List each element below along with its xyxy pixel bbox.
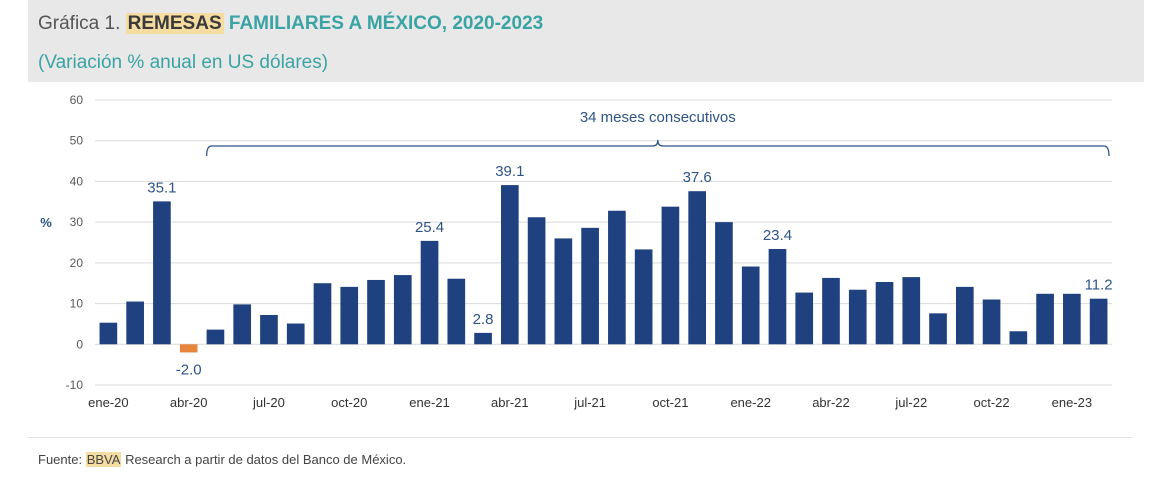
- x-tick-label: jul-20: [252, 395, 285, 410]
- bar: [233, 304, 252, 345]
- x-tick-label: ene-21: [409, 395, 449, 410]
- bar: [634, 249, 653, 345]
- bar: [902, 277, 921, 345]
- source-note: Fuente: BBVA Research a partir de datos …: [38, 452, 406, 467]
- x-tick-label: abr-22: [812, 395, 850, 410]
- footer-divider: [28, 437, 1132, 438]
- x-tick-label: oct-20: [331, 395, 367, 410]
- y-tick-label: 50: [70, 134, 84, 148]
- bar-chart: -10 0 10 20 30 40 50 60% ene-20 abr-20 jul-20 oct-2…: [40, 93, 1113, 410]
- source-highlight: BBVA: [85, 452, 122, 467]
- chart-subtitle: (Variación % anual en US dólares): [38, 52, 329, 73]
- bar: [393, 275, 412, 345]
- y-tick-label: 10: [70, 297, 84, 311]
- bar: [1009, 331, 1028, 345]
- bar: [153, 201, 171, 345]
- data-label: 11.2: [1085, 277, 1113, 294]
- bar: [741, 266, 760, 345]
- y-tick-label: 40: [70, 174, 84, 188]
- bar: [982, 299, 1001, 345]
- bar: [206, 329, 225, 345]
- bar: [795, 292, 814, 345]
- bar: [955, 286, 974, 345]
- y-tick-label: 0: [76, 337, 83, 351]
- bar: [1063, 293, 1081, 345]
- bar: [822, 277, 840, 345]
- bar: [179, 344, 198, 353]
- bar: [313, 283, 332, 345]
- chart-title: Gráfica 1. REMESAS FAMILIARES A MÉXICO, …: [38, 13, 543, 35]
- bar: [688, 191, 707, 345]
- y-tick-label: 20: [70, 256, 84, 270]
- bar: [527, 217, 546, 345]
- data-label: 35.1: [147, 179, 176, 196]
- bar: [875, 281, 894, 345]
- bar: [1089, 298, 1108, 345]
- data-label: 39.1: [495, 163, 524, 180]
- bar: [474, 332, 492, 345]
- x-tick-label: oct-22: [973, 395, 1009, 410]
- bar: [554, 238, 573, 345]
- bar: [581, 227, 599, 345]
- source-prefix: Fuente:: [38, 452, 83, 467]
- bar: [260, 314, 278, 345]
- title-highlight: REMESAS: [125, 13, 224, 34]
- y-tick-label: 60: [70, 93, 84, 107]
- x-tick-label: abr-21: [491, 395, 529, 410]
- bar: [608, 210, 626, 345]
- data-label: 23.4: [763, 227, 792, 244]
- x-tick-label: abr-20: [170, 395, 208, 410]
- bar: [340, 286, 359, 345]
- y-tick-label: -10: [66, 378, 84, 392]
- y-axis-label: %: [40, 215, 52, 230]
- bar: [661, 206, 680, 345]
- x-tick-label: ene-22: [730, 395, 770, 410]
- x-tick-label: ene-20: [88, 395, 128, 410]
- bar: [420, 240, 439, 345]
- bar: [367, 279, 385, 345]
- bar: [768, 249, 787, 345]
- title-rest: FAMILIARES A MÉXICO, 2020-2023: [228, 13, 544, 34]
- bar: [715, 222, 733, 345]
- bar: [126, 301, 144, 345]
- data-label: 37.6: [683, 169, 712, 186]
- data-label: 25.4: [415, 219, 444, 236]
- annotation-label: 34 meses consecutivos: [580, 109, 736, 126]
- title-prefix: Gráfica 1.: [38, 13, 121, 34]
- chart-header: Gráfica 1. REMESAS FAMILIARES A MÉXICO, …: [28, 0, 1144, 82]
- annotation-brace: [205, 139, 1110, 157]
- source-rest: Research a partir de datos del Banco de …: [125, 452, 407, 467]
- x-tick-label: jul-22: [894, 395, 927, 410]
- bar: [447, 278, 466, 345]
- x-tick-label: ene-23: [1052, 395, 1092, 410]
- x-tick-label: oct-21: [652, 395, 688, 410]
- bar: [929, 313, 947, 345]
- bar: [286, 323, 305, 345]
- bar: [1036, 293, 1054, 345]
- bar: [99, 322, 118, 345]
- y-tick-label: 30: [70, 215, 84, 229]
- data-label: -2.0: [176, 361, 202, 378]
- data-label: 2.8: [473, 311, 494, 328]
- bar: [848, 289, 867, 345]
- bar: [500, 185, 519, 345]
- x-tick-label: jul-21: [573, 395, 606, 410]
